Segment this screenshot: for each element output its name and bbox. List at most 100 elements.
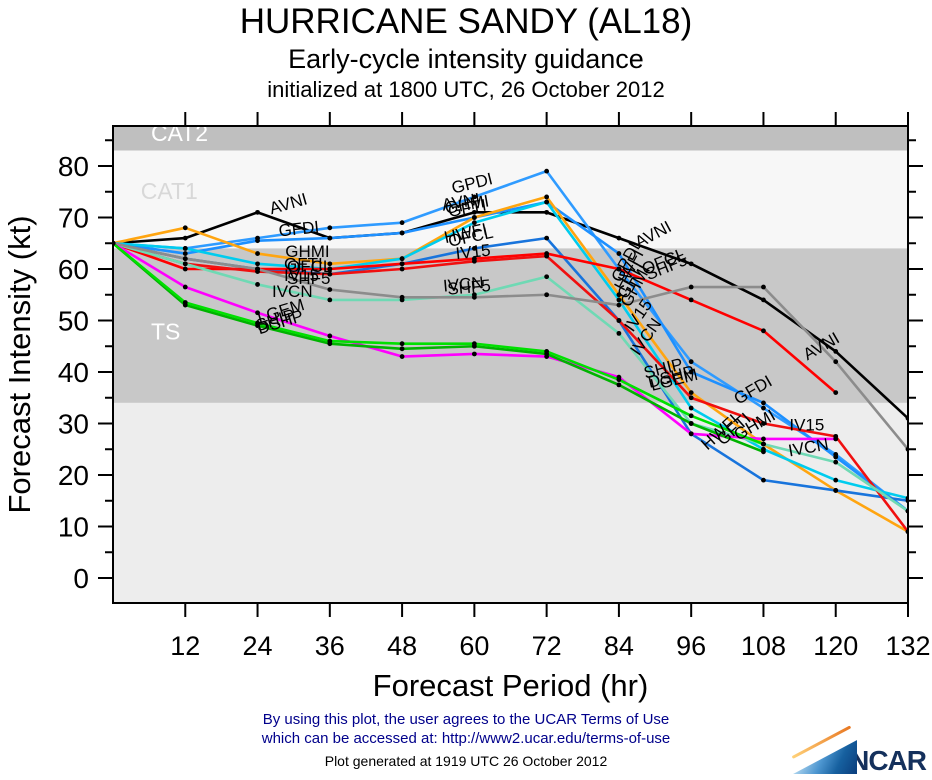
series-marker-AVNI (471, 209, 477, 215)
model-label-SHF5: SHF5 (447, 276, 492, 299)
series-marker-DSHP (616, 382, 622, 388)
series-marker-AVNI (616, 235, 622, 241)
series-line-IV15 (113, 241, 908, 533)
series-marker-IVCN (544, 274, 550, 280)
plot-frame (112, 125, 909, 604)
band-CAT2 (113, 126, 908, 151)
series-marker-LGEM (327, 333, 333, 339)
series-marker-GPDI (471, 194, 477, 200)
plot-subtitle: Early-cycle intensity guidance (288, 44, 644, 74)
series-marker-SHF5 (399, 294, 405, 300)
series-marker-SHIP (255, 320, 260, 326)
band-CAT1 (113, 150, 908, 249)
series-marker-SHF5 (833, 359, 839, 365)
series-marker-SHF5 (255, 266, 260, 272)
y-tick-label: 60 (58, 254, 89, 285)
intensity-guidance-chart: CAT2CAT1TSAVNIGFDIGHMIGFTIOFCLIV15SHF5IV… (2, 112, 931, 703)
series-marker-OFCL (399, 261, 405, 267)
series-marker-IVCN (182, 261, 188, 267)
model-label-IV15: IV15 (284, 266, 319, 285)
series-marker-HWFI (761, 477, 766, 483)
plot-generated-text: Plot generated at 1919 UTC 26 October 20… (324, 753, 608, 769)
model-label-IVCN: IVCN (272, 282, 313, 301)
band-label-CAT1: CAT1 (141, 178, 198, 204)
series-marker-GFDI (399, 230, 405, 236)
series-marker-LGEM (761, 436, 766, 442)
series-marker-SHIP (182, 300, 188, 305)
series-marker-IVCN (616, 330, 622, 336)
series-marker-GFTI (182, 246, 188, 251)
model-label-GFTI: GFTI (284, 255, 323, 274)
series-marker-GHMI (616, 292, 622, 298)
series-marker-SHF5 (327, 287, 333, 292)
init-time-subtitle: initialized at 1800 UTC, 26 October 2012 (267, 77, 665, 102)
band-label-TS: TS (151, 319, 180, 345)
terms-line1: By using this plot, the user agrees to t… (262, 711, 670, 728)
model-label-SHF5: SHF5 (287, 269, 330, 288)
series-marker-IV15 (399, 266, 405, 272)
y-tick-label: 80 (58, 151, 89, 182)
series-marker-SHF5 (544, 292, 550, 298)
series-marker-IV15 (544, 253, 550, 259)
x-tick-label: 12 (170, 631, 200, 661)
series-line-GFDI (113, 200, 908, 513)
series-marker-SHIP (327, 338, 333, 344)
series-line-GFTI (113, 200, 908, 500)
y-tick-label: 10 (58, 512, 89, 543)
series-marker-LGEM (471, 351, 477, 357)
series-marker-IV15 (471, 258, 477, 264)
x-axis-title: Forecast Period (hr) (373, 668, 649, 703)
series-marker-SHF5 (616, 302, 622, 308)
series-marker-SHF5 (471, 294, 477, 300)
series-marker-GFTI (833, 477, 839, 483)
series-marker-IVCN (327, 297, 333, 303)
series-marker-GHMI (471, 215, 477, 220)
model-label-OFCL: OFCL (287, 257, 332, 276)
series-marker-GHMI (182, 225, 188, 231)
model-label-GHMI: GHMI (285, 242, 329, 261)
model-label-IVCN: IVCN (442, 273, 484, 295)
series-marker-GFTI (399, 256, 405, 262)
series-marker-SHIP (399, 341, 405, 347)
series-line-GHMI (113, 195, 908, 533)
series-marker-IVCN (833, 459, 839, 465)
series-marker-IVCN (255, 282, 260, 287)
series-marker-OFCL (833, 390, 839, 395)
title-block: HURRICANE SANDY (AL18) Early-cycle inten… (0, 0, 932, 102)
x-tick-label: 60 (459, 631, 489, 661)
series-marker-LGEM (688, 431, 694, 437)
series-marker-GPDI (544, 168, 550, 174)
band-TS (113, 248, 908, 403)
ncar-logo-text: NCAR (849, 745, 927, 776)
series-marker-GFDI (255, 238, 260, 244)
x-tick-label: 36 (315, 631, 345, 661)
y-tick-label: 20 (58, 460, 89, 491)
series-line-SHIP (113, 242, 764, 446)
x-tick-label: 48 (387, 631, 417, 661)
series-marker-GHMI (544, 194, 550, 200)
series-marker-DSHP (399, 346, 405, 352)
series-marker-GFTI (616, 297, 622, 303)
series-line-IVCN (113, 241, 908, 513)
y-tick-label: 50 (58, 306, 89, 337)
series-marker-GPDI (399, 220, 405, 226)
series-marker-GFTI (471, 220, 477, 226)
ucar-terms-text: By using this plot, the user agrees to t… (0, 710, 932, 748)
series-marker-LGEM (399, 354, 405, 359)
series-marker-LGEM (833, 436, 839, 442)
series-marker-GFDI (833, 454, 839, 460)
series-marker-SHIP (616, 377, 622, 383)
series-marker-GPDI (688, 359, 694, 365)
series-marker-AVNI (544, 209, 550, 215)
series-marker-IV15 (616, 318, 622, 323)
band-below (113, 402, 908, 603)
series-marker-OFCL (616, 266, 622, 272)
series-marker-GFDI (182, 251, 188, 256)
series-marker-GFDI (688, 369, 694, 375)
series-marker-SHIP (761, 441, 766, 447)
series-marker-OFCL (761, 328, 766, 334)
y-tick-label: 30 (58, 409, 89, 440)
x-tick-label: 96 (676, 631, 706, 661)
series-line-SHF5 (113, 241, 908, 451)
y-tick-label: 40 (58, 357, 89, 388)
